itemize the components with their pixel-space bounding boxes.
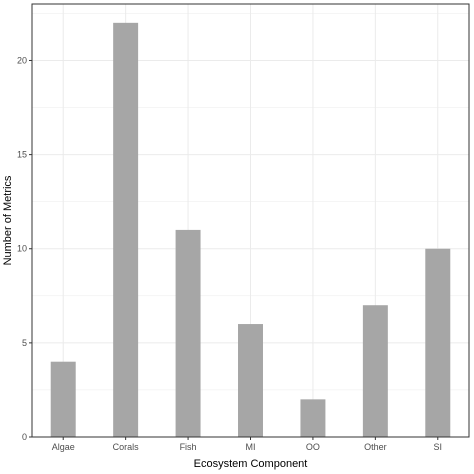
bar-mi	[238, 324, 263, 437]
y-axis-ticks: 0 5 10 15 20	[17, 55, 32, 442]
x-tick-label: MI	[246, 442, 256, 452]
x-tick-label: SI	[434, 442, 443, 452]
bar-layer	[50, 22, 451, 438]
bar-si	[425, 248, 451, 437]
y-tick-label: 0	[22, 432, 27, 442]
y-tick-label: 15	[17, 150, 27, 160]
x-tick-label: Other	[364, 442, 387, 452]
x-tick-label: Corals	[113, 442, 140, 452]
bar-algae	[50, 361, 76, 437]
bar-fish	[175, 229, 201, 437]
y-tick-label: 5	[22, 338, 27, 348]
y-axis-title: Number of Metrics	[2, 175, 14, 265]
bar-other	[362, 305, 388, 437]
y-tick-label: 10	[17, 244, 27, 254]
bar-corals	[113, 22, 139, 438]
x-tick-label: Algae	[52, 442, 75, 452]
bar-oo	[300, 399, 326, 437]
x-tick-label: OO	[306, 442, 320, 452]
x-tick-label: Fish	[180, 442, 197, 452]
x-axis-title: Ecosystem Component	[194, 458, 308, 470]
x-axis-ticks: Algae Corals Fish MI OO Other SI	[52, 437, 442, 452]
y-tick-label: 20	[17, 55, 27, 65]
